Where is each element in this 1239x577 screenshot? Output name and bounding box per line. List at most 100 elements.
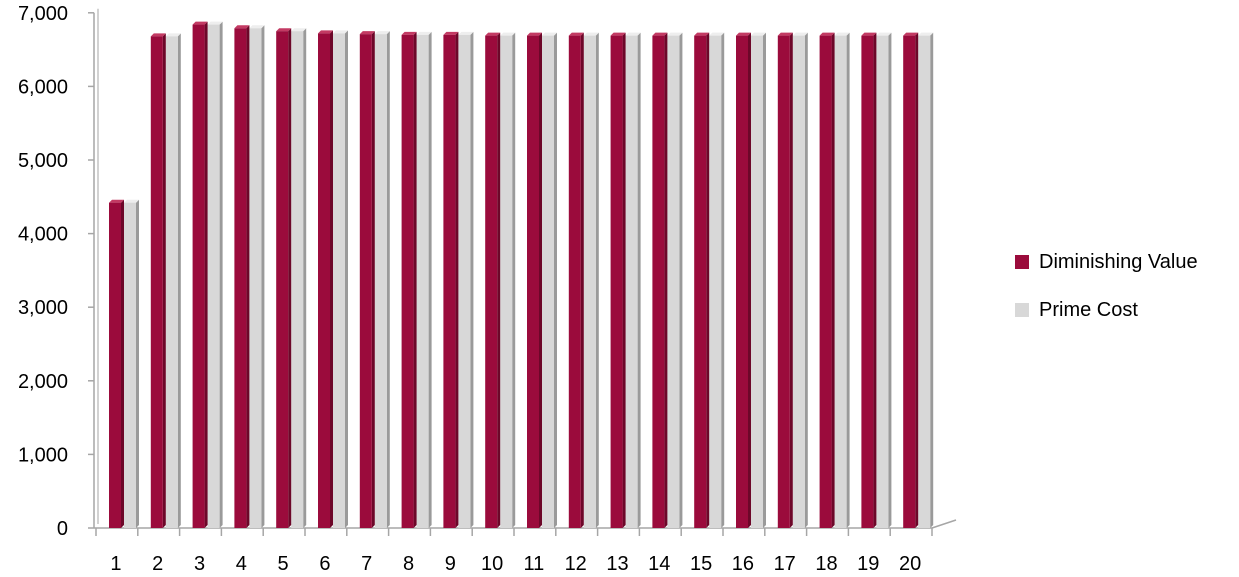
bar-side (930, 32, 934, 529)
bar-top (485, 32, 501, 36)
bar-side (554, 32, 557, 529)
bar-side (804, 32, 808, 529)
bar-side (121, 199, 124, 529)
bar-prime-cost (709, 32, 725, 529)
bar-diminishing-value (736, 32, 751, 529)
bar-front (834, 35, 847, 529)
bar-front (124, 202, 136, 529)
bar-front (792, 35, 805, 529)
bar-side (261, 25, 265, 528)
bar-front (192, 24, 205, 529)
x-tick-label: 10 (481, 553, 503, 575)
y-tick-label: 1,000 (18, 444, 68, 466)
bar-side (637, 32, 641, 529)
x-tick-label: 13 (606, 553, 628, 575)
y-tick-label: 2,000 (18, 371, 68, 393)
x-tick-label: 8 (403, 553, 414, 575)
bar-side (288, 28, 292, 528)
bar-front (777, 35, 790, 529)
bar-side (539, 32, 542, 529)
bar-side (679, 32, 683, 529)
bar-front (207, 24, 220, 529)
bar-front (568, 35, 581, 529)
bar-diminishing-value (652, 32, 668, 529)
bar-side (763, 32, 766, 529)
bar-side (831, 32, 835, 529)
bar-top (736, 32, 751, 36)
bar-prime-cost (667, 32, 683, 529)
y-tick-label: 6,000 (18, 76, 68, 98)
bar-front (694, 35, 707, 529)
bar-top (150, 33, 166, 37)
bar-front (903, 35, 916, 529)
x-tick-label: 17 (774, 553, 796, 575)
bar-side (915, 32, 919, 529)
bar-top (918, 32, 934, 36)
bar-top (583, 32, 599, 36)
y-tick-label: 7,000 (18, 3, 68, 25)
bar-front (583, 35, 596, 529)
bar-front (610, 35, 623, 529)
bar-diminishing-value (527, 32, 542, 529)
bar-top (876, 32, 892, 36)
bar-front (359, 34, 372, 528)
bar-diminishing-value (903, 32, 919, 529)
legend-item-prime-cost: Prime Cost (1015, 298, 1198, 322)
bar-side (664, 32, 668, 529)
bar-side (136, 199, 139, 529)
bar-side (303, 28, 307, 528)
bar-top (124, 199, 139, 203)
bar-front (291, 31, 304, 528)
x-tick-label: 16 (732, 553, 754, 575)
bar-prime-cost (249, 25, 265, 528)
bar-front (751, 35, 763, 529)
bar-diminishing-value (318, 30, 333, 529)
bar-top (568, 32, 584, 36)
bar-diminishing-value (192, 21, 208, 529)
bar-front (333, 33, 345, 529)
bar-top (652, 32, 668, 36)
bar-front (861, 35, 874, 529)
bar-top (777, 32, 793, 36)
bar-front (401, 34, 414, 528)
bar-front (485, 35, 498, 529)
bar-side (428, 31, 432, 528)
bar-diminishing-value (150, 33, 166, 529)
bar-prime-cost (792, 32, 808, 529)
bar-top (625, 32, 641, 36)
bar-front (542, 35, 554, 529)
bar-prime-cost (207, 21, 223, 529)
bar-prime-cost (374, 31, 390, 528)
bar-front (416, 34, 429, 528)
bar-front (500, 35, 513, 529)
x-tick-label: 2 (152, 553, 163, 575)
bar-top (192, 21, 208, 25)
bar-diminishing-value (443, 31, 459, 528)
x-tick-label: 19 (857, 553, 879, 575)
bar-top (333, 30, 348, 34)
bar-side (512, 32, 516, 529)
x-tick-label: 9 (445, 553, 456, 575)
y-tick-label: 3,000 (18, 297, 68, 319)
bar-front (318, 33, 330, 529)
bar-side (595, 32, 599, 529)
bar-prime-cost (625, 32, 641, 529)
x-tick-label: 15 (690, 553, 712, 575)
bar-top (527, 32, 542, 36)
x-tick-label: 12 (565, 553, 587, 575)
bar-front (527, 35, 539, 529)
bar-prime-cost (165, 33, 181, 529)
bar-top (610, 32, 626, 36)
bar-top (165, 33, 181, 37)
bar-top (374, 31, 390, 35)
bar-front (443, 34, 456, 528)
legend: Diminishing Value Prime Cost (1015, 250, 1198, 346)
bar-prime-cost (124, 199, 139, 529)
bar-prime-cost (416, 31, 432, 528)
bar-diminishing-value (401, 31, 417, 528)
bar-prime-cost (458, 31, 474, 528)
x-tick-label: 6 (319, 553, 330, 575)
bar-front (736, 35, 748, 529)
bar-diminishing-value (694, 32, 710, 529)
bar-top (207, 21, 223, 25)
